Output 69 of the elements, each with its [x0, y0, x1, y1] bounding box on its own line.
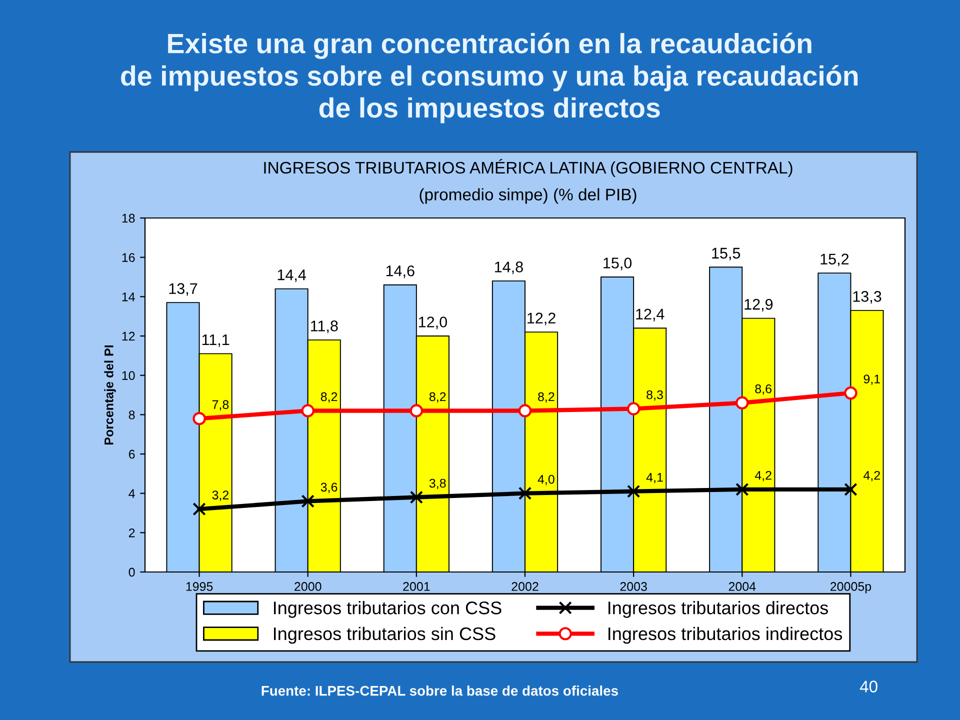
y-tick-label: 10	[122, 371, 135, 380]
data-label: 3,8	[429, 478, 446, 490]
data-label: 8,3	[646, 390, 663, 401]
data-label: 15,2	[820, 254, 849, 266]
point	[410, 490, 424, 504]
point	[518, 404, 532, 418]
data-label: 13,7	[169, 283, 198, 296]
point	[736, 396, 749, 410]
data-label: 4,1	[646, 473, 663, 484]
y-tick-label: 12	[122, 332, 135, 341]
point	[626, 402, 640, 416]
data-label: 14,6	[386, 265, 414, 278]
x-tick-label: 20005p	[830, 582, 872, 594]
point	[844, 386, 858, 400]
text: 40	[860, 680, 878, 692]
legend-label: Ingresos tributarios indirectos	[608, 626, 842, 644]
chart-title: INGRESOS TRIBUTARIOS AMÉRICA LATINA (GOBIERNO CENTRAL)	[264, 159, 792, 177]
legend-label: Ingresos tributarios sin CSS	[274, 626, 496, 644]
y-tick-label: 2	[128, 528, 135, 538]
data-label: 8,2	[429, 392, 446, 403]
data-label: 11,1	[202, 334, 230, 347]
data-label: 14,4	[278, 270, 306, 282]
y-tick-label: 6	[128, 450, 135, 459]
data-label: 7,8	[212, 400, 229, 410]
legend-label: Ingresos tributarios con CSS	[274, 601, 502, 618]
x-tick-label: 1995	[186, 582, 213, 591]
data-label: 15,0	[604, 258, 632, 270]
y-axis-title: Porcentaje del PI	[104, 345, 116, 445]
data-label: 12,2	[528, 312, 556, 326]
data-label: 12,9	[744, 298, 773, 312]
y-tick-label: 0	[128, 568, 135, 577]
data-label: 8,2	[538, 392, 554, 403]
data-label: 8,2	[320, 392, 338, 403]
point	[844, 482, 858, 496]
y-tick-label: 8	[128, 410, 135, 420]
data-label: 9,1	[864, 374, 880, 385]
data-label: 12,4	[636, 308, 664, 322]
data-label: 3,6	[320, 482, 338, 494]
data-label: 14,8	[495, 262, 523, 274]
y-tick-label: 18	[122, 214, 135, 223]
data-label: 4,0	[538, 474, 554, 486]
legend-label: Ingresos tributarios directos	[608, 601, 828, 618]
y-tick-label: 4	[128, 489, 135, 498]
x-tick-label: 2001	[403, 582, 430, 591]
data-label: 15,5	[712, 248, 740, 260]
chart-subtitle: (promedio simpe) (% del PIB)	[420, 188, 636, 204]
data-label: 13,3	[853, 291, 882, 304]
data-label: 12,0	[419, 316, 447, 330]
point	[736, 482, 749, 496]
point	[301, 494, 314, 508]
text: Existe una gran concentración en la recaudación de impuestos sobre el consumo y una baja recaudación de los impuestos directos	[121, 32, 858, 124]
x-tick-label: 2003	[620, 582, 647, 591]
data-label: 4,2	[754, 470, 772, 482]
point	[410, 404, 424, 418]
y-tick-label: 14	[122, 292, 135, 302]
x-tick-label: 2004	[728, 582, 756, 591]
x-tick-label: 2002	[512, 582, 538, 591]
point	[626, 484, 640, 498]
x-tick-label: 2000	[294, 582, 322, 591]
y-tick-label: 16	[122, 253, 135, 262]
point	[192, 502, 206, 516]
point	[518, 486, 532, 500]
data-label: 3,2	[212, 490, 229, 501]
source-note: Fuente: ILPES-CEPAL sobre la base de datos oficiales	[262, 686, 618, 696]
data-label: 8,6	[755, 384, 772, 395]
point	[301, 404, 314, 418]
data-label: 4,2	[864, 470, 880, 482]
data-label: 11,8	[311, 320, 338, 334]
point	[192, 412, 206, 426]
